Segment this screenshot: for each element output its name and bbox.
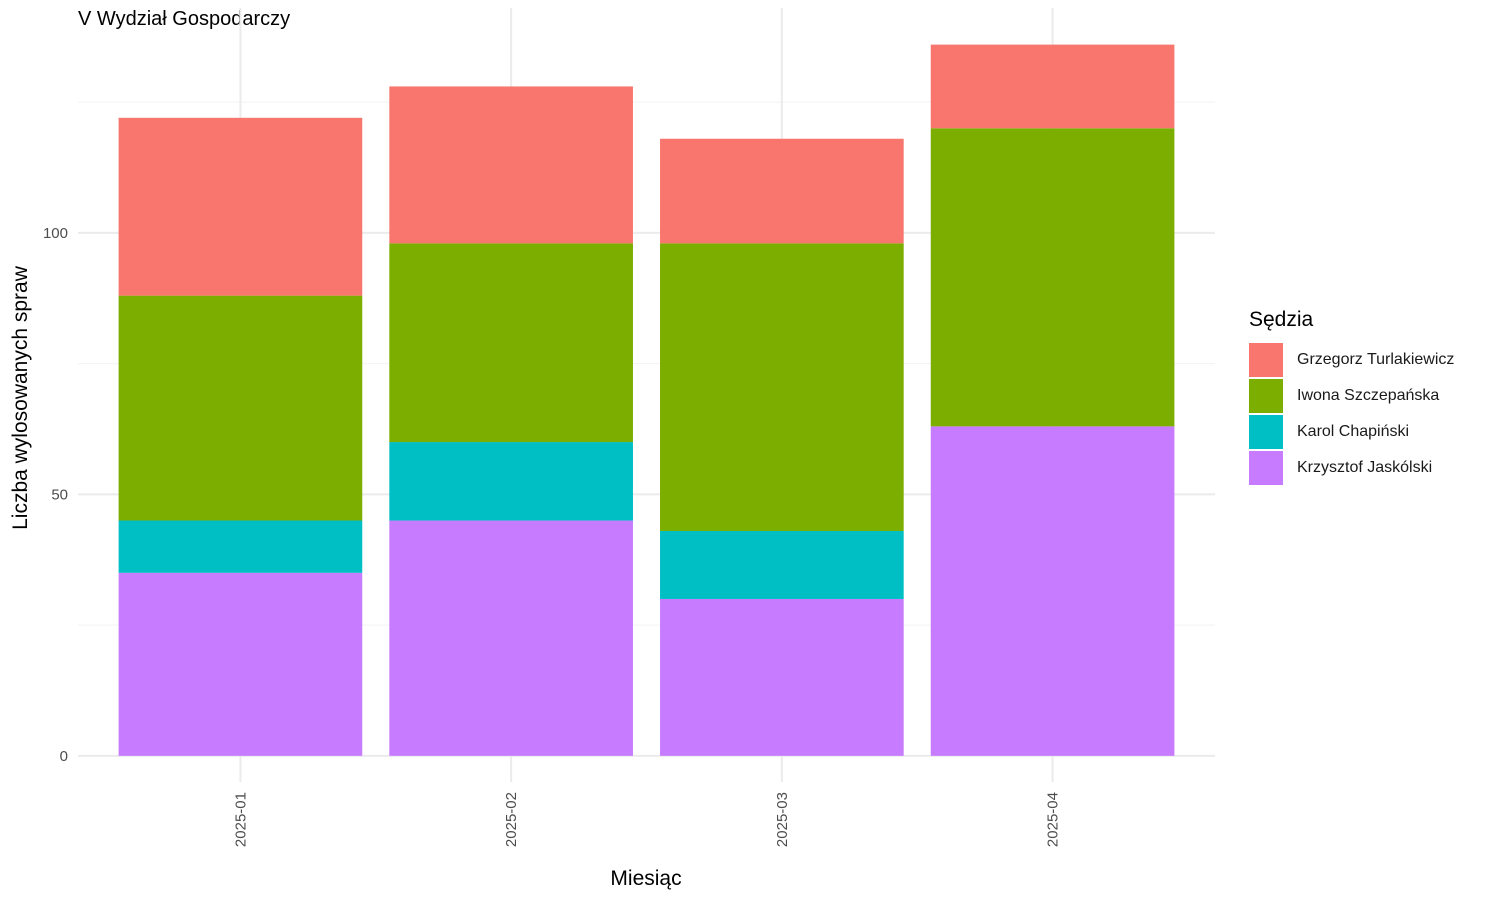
y-tick-label: 50	[51, 486, 68, 503]
x-axis-title: Miesiąc	[610, 867, 681, 890]
bar-segment	[660, 530, 904, 599]
bar-segment	[389, 86, 633, 244]
x-tick-label: 2025-01	[232, 792, 249, 847]
chart-title: V Wydział Gospodarczy	[78, 8, 291, 30]
legend-label: Karol Chapiński	[1297, 423, 1410, 440]
bars	[118, 44, 1175, 756]
legend-title: Sędzia	[1249, 308, 1314, 331]
y-axis-title: Liczba wylosowanych spraw	[9, 265, 32, 530]
legend-items: Grzegorz Turlakiewicz Iwona Szczepańska Ka…	[1249, 342, 1454, 486]
legend: Sędzia Grzegorz Turlakiewicz Iwona Szczep…	[1249, 308, 1454, 486]
bar-segment	[389, 243, 633, 443]
bar-segment	[118, 295, 363, 521]
bar-segment	[660, 243, 904, 531]
x-tick-labels: 2025-01 2025-02 2025-03 2025-04	[232, 792, 1061, 847]
bar-segment	[930, 44, 1175, 129]
bar-segment	[389, 442, 633, 521]
y-tick-label: 100	[43, 225, 68, 242]
bar-segment	[118, 520, 363, 573]
x-tick-label: 2025-04	[1045, 792, 1062, 847]
legend-item: Iwona Szczepańska	[1249, 378, 1454, 414]
legend-key	[1249, 415, 1283, 449]
legend-label: Krzysztof Jaskólski	[1297, 459, 1433, 476]
legend-item: Grzegorz Turlakiewicz	[1249, 342, 1454, 378]
legend-label: Iwona Szczepańska	[1297, 387, 1440, 404]
y-tick-label: 0	[60, 748, 68, 765]
x-tick-label: 2025-03	[774, 792, 791, 847]
legend-label: Grzegorz Turlakiewicz	[1297, 351, 1455, 368]
legend-key	[1249, 343, 1283, 377]
legend-key	[1249, 451, 1283, 485]
bar-segment	[930, 128, 1175, 427]
bar-segment	[660, 598, 904, 756]
bar-segment	[389, 520, 633, 756]
legend-item: Karol Chapiński	[1249, 414, 1454, 450]
legend-item: Krzysztof Jaskólski	[1249, 450, 1454, 486]
x-tick-label: 2025-02	[503, 792, 520, 847]
bar-segment	[660, 138, 904, 244]
bar-segment	[930, 426, 1175, 756]
y-tick-labels: 0 50 100	[43, 225, 68, 765]
bar-segment	[118, 572, 363, 756]
bar-segment	[118, 117, 363, 296]
legend-key	[1249, 379, 1283, 413]
